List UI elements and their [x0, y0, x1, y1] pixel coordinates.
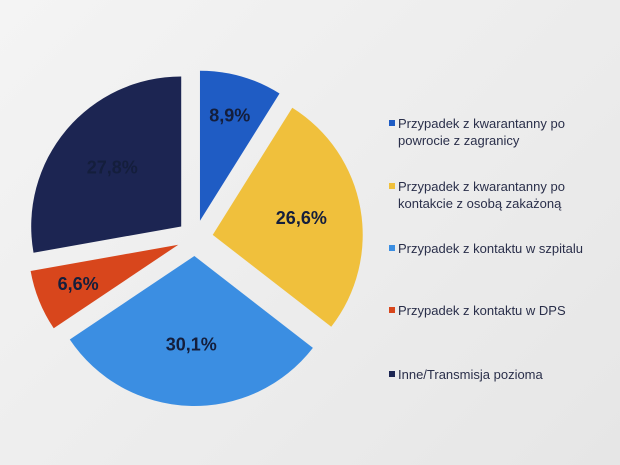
legend-label: Inne/Transmisja pozioma: [398, 367, 543, 382]
legend-entry: Przypadek z kwarantanny po powrocie z za…: [389, 115, 608, 149]
legend-label: Przypadek z kontaktu w szpitalu: [398, 241, 583, 256]
legend-swatch: [389, 245, 395, 251]
legend-swatch: [389, 183, 395, 189]
legend-label: Przypadek z kwarantanny po kontakcie z o…: [398, 179, 565, 211]
pie-slice: [212, 107, 363, 327]
data-label: 30,1%: [166, 335, 217, 355]
legend-swatch: [389, 307, 395, 313]
pie-slice: [69, 255, 313, 406]
legend-entry: Przypadek z kontaktu w szpitalu: [389, 240, 608, 257]
pie-slice: [199, 70, 280, 221]
legend-swatch: [389, 371, 395, 377]
legend-entry: Przypadek z kontaktu w DPS: [389, 302, 608, 319]
data-label: 6,6%: [58, 274, 99, 294]
legend-entry: Przypadek z kwarantanny po kontakcie z o…: [389, 178, 608, 212]
legend-swatch: [389, 120, 395, 126]
pie-slice: [30, 244, 179, 329]
legend-label: Przypadek z kontaktu w DPS: [398, 303, 566, 318]
data-label: 26,6%: [276, 208, 327, 228]
legend-entry: Inne/Transmisja pozioma: [389, 366, 608, 383]
legend-label: Przypadek z kwarantanny po powrocie z za…: [398, 116, 565, 148]
pie-slice: [31, 76, 182, 253]
data-label: 8,9%: [209, 106, 250, 126]
data-label: 27,8%: [87, 157, 138, 177]
